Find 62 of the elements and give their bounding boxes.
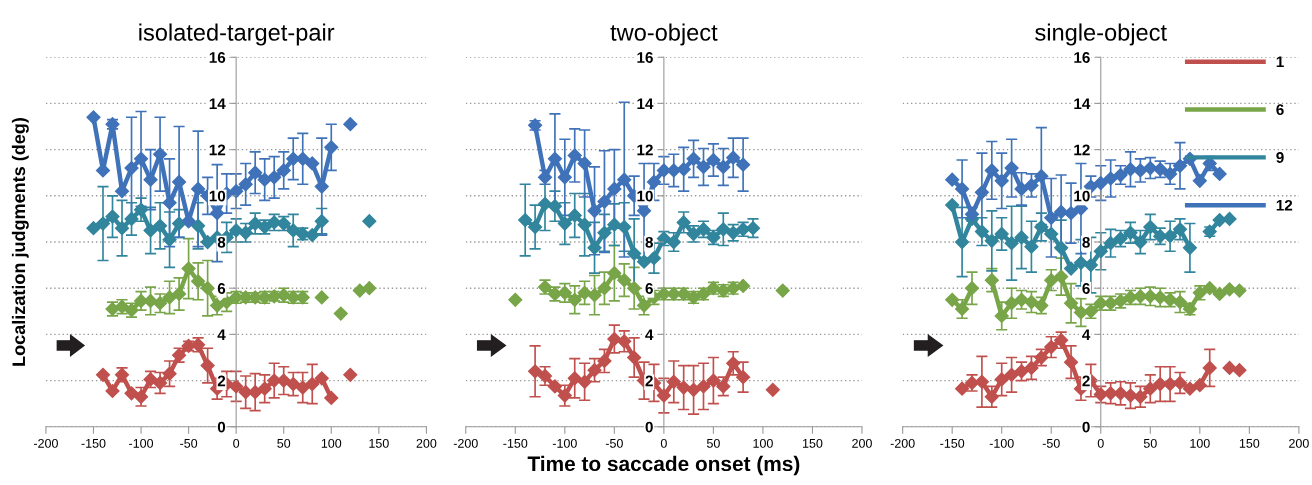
y-tick-label: 8 [645, 236, 653, 248]
legend-label: 12 [1276, 199, 1293, 211]
x-tick-label: -150 [503, 438, 528, 448]
x-tick-label: 0 [1097, 438, 1104, 448]
y-tick-label: 16 [209, 52, 226, 63]
chart-title: isolated-target-pair [139, 23, 335, 46]
x-tick-label: 100 [321, 438, 342, 448]
x-tick-label: -150 [81, 438, 106, 448]
x-tick-label: 0 [233, 438, 240, 448]
legend-label: 1 [1276, 56, 1284, 68]
x-tick-label: -150 [940, 438, 965, 448]
x-tick-label: 50 [706, 438, 720, 448]
y-axis-title: Localization judgments (deg) [11, 118, 29, 366]
y-tick-label: 0 [1082, 421, 1090, 433]
x-tick-label: -200 [453, 438, 478, 448]
x-tick-label: 200 [416, 438, 437, 448]
y-tick-label: 2 [217, 375, 226, 387]
y-tick-label: 2 [645, 375, 653, 387]
y-tick-label: 10 [1074, 190, 1090, 202]
x-tick-label: -200 [33, 438, 58, 448]
y-tick-label: 14 [1074, 98, 1091, 109]
x-tick-label: -50 [605, 438, 623, 448]
x-tick-label: 150 [802, 438, 823, 448]
y-tick-label: 16 [637, 52, 653, 63]
legend-label: 9 [1276, 152, 1284, 163]
y-tick-label: 10 [209, 190, 226, 202]
y-tick-label: 4 [217, 329, 226, 340]
y-tick-label: 12 [209, 144, 226, 156]
y-tick-label: 12 [1074, 144, 1090, 156]
y-tick-label: 0 [217, 421, 226, 433]
y-tick-label: 10 [637, 190, 653, 202]
y-tick-label: 0 [645, 421, 653, 433]
y-tick-label: 6 [217, 283, 226, 294]
y-tick-label: 8 [217, 236, 226, 248]
x-axis-title: Time to saccade onset (ms) [527, 455, 800, 476]
x-tick-label: 200 [852, 438, 872, 448]
x-tick-label: 0 [660, 438, 667, 448]
y-tick-label: 14 [209, 98, 226, 109]
y-tick-label: 14 [637, 98, 654, 109]
y-tick-label: 4 [1082, 329, 1091, 340]
x-tick-label: 100 [1190, 438, 1210, 448]
x-tick-label: 150 [369, 438, 389, 448]
chart-title: two-object [610, 23, 718, 46]
x-tick-label: -200 [890, 438, 915, 448]
x-tick-label: 200 [1289, 438, 1309, 448]
x-tick-label: 150 [1239, 438, 1260, 448]
y-tick-label: 12 [637, 144, 653, 156]
y-tick-label: 4 [645, 329, 654, 340]
x-tick-label: 50 [1143, 438, 1157, 448]
x-tick-label: 50 [277, 438, 291, 448]
y-tick-label: 6 [1082, 283, 1090, 294]
x-tick-label: -100 [989, 438, 1014, 448]
chart-title: single-object [1035, 23, 1167, 46]
x-tick-label: -100 [552, 438, 577, 448]
x-tick-label: -50 [180, 438, 198, 448]
x-tick-label: 100 [753, 438, 773, 448]
y-tick-label: 16 [1074, 52, 1090, 63]
y-tick-label: 6 [645, 283, 653, 294]
legend-label: 6 [1276, 104, 1284, 116]
y-tick-label: 8 [1082, 236, 1090, 248]
x-tick-label: -50 [1042, 438, 1060, 448]
x-tick-label: -100 [129, 438, 154, 448]
